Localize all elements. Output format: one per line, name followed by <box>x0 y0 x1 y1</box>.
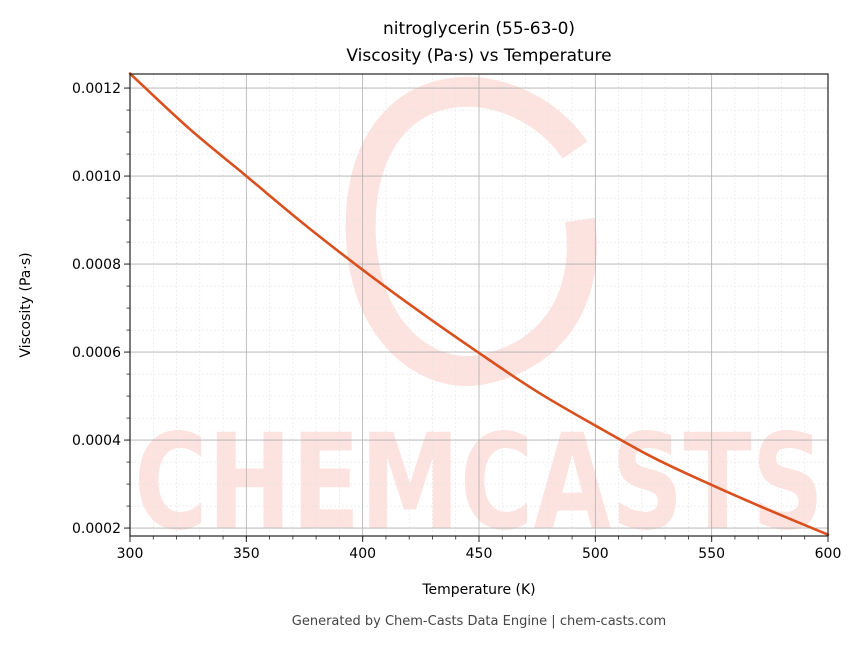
x-tick-label: 300 <box>117 546 144 562</box>
x-tick-label: 450 <box>466 546 493 562</box>
x-tick-label: 400 <box>349 546 376 562</box>
watermark-swirl <box>345 76 597 387</box>
y-tick-label: 0.0012 <box>72 81 121 97</box>
x-tick-label: 600 <box>815 546 842 562</box>
series-line <box>128 72 830 536</box>
footer-text: Generated by Chem-Casts Data Engine | ch… <box>292 614 666 629</box>
x-tick-label: 550 <box>698 546 725 562</box>
chart-subtitle: Viscosity (Pa·s) vs Temperature <box>346 46 611 66</box>
y-tick-label: 0.0004 <box>72 433 121 449</box>
y-tick-label: 0.0002 <box>72 521 121 537</box>
chart-title: nitroglycerin (55-63-0) <box>383 19 575 39</box>
x-tick-label: 500 <box>582 546 609 562</box>
x-tick-label: 350 <box>233 546 260 562</box>
y-axis-label: Viscosity (Pa·s) <box>18 252 34 357</box>
y-tick-label: 0.0008 <box>72 257 121 273</box>
y-tick-label: 0.0010 <box>72 169 121 185</box>
y-tick-label: 0.0006 <box>72 345 121 361</box>
x-axis-label: Temperature (K) <box>421 582 535 598</box>
